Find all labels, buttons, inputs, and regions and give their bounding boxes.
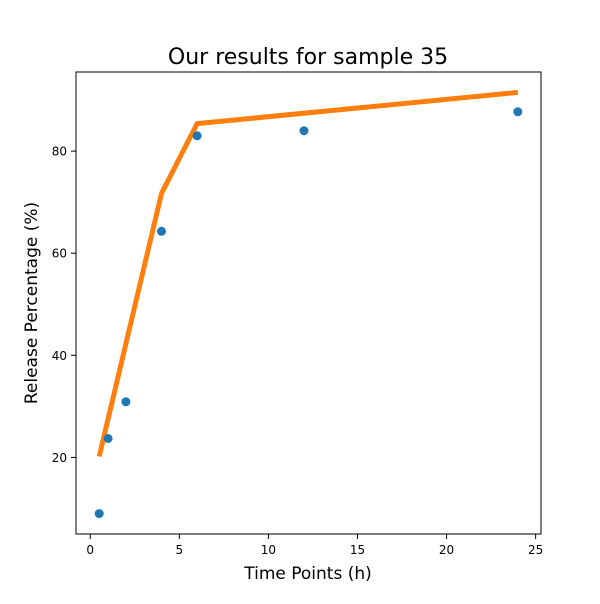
x-tick-label: 15 xyxy=(350,543,365,557)
y-tick-label: 80 xyxy=(52,145,67,159)
axes: 0 5 10 15 20 25 20 40 60 80 xyxy=(52,71,543,557)
data-point xyxy=(192,131,202,141)
y-tick-label: 40 xyxy=(52,349,67,363)
x-tick-label: 0 xyxy=(86,543,94,557)
data-point xyxy=(157,226,166,236)
data-point xyxy=(121,397,131,407)
x-tick-label: 20 xyxy=(439,543,454,557)
x-tick-label: 25 xyxy=(528,543,543,557)
x-tick-label: 5 xyxy=(176,543,184,557)
y-tick-label: 60 xyxy=(52,247,67,261)
data-point xyxy=(94,509,104,519)
x-tick-label: 10 xyxy=(261,543,276,557)
series-line xyxy=(96,89,519,457)
y-axis-label: Release Percentage (%) xyxy=(22,202,42,404)
chart-title: Our results for sample 35 xyxy=(168,45,448,70)
plot-area xyxy=(94,89,523,519)
plot-frame xyxy=(75,71,542,535)
data-point xyxy=(299,126,309,136)
data-point xyxy=(103,434,113,443)
y-tick-label: 20 xyxy=(52,451,67,465)
data-point xyxy=(513,107,523,117)
x-axis-label: Time Points (h) xyxy=(243,564,372,584)
